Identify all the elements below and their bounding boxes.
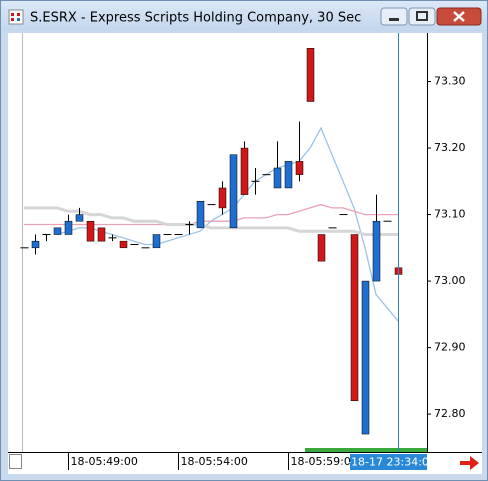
maximize-button[interactable]: [408, 7, 436, 26]
candle-body: [350, 234, 359, 402]
y-tick-label: 73.00: [434, 274, 466, 287]
crosshair-label: 1-18-17 23:34:00: [340, 456, 436, 469]
candle-body: [196, 201, 205, 229]
candle-body: [229, 154, 238, 229]
candle-body: [273, 167, 282, 189]
window-title: S.ESRX - Express Scripts Holding Company…: [30, 11, 361, 26]
candle-body: [97, 227, 106, 242]
candle-body: [86, 220, 95, 242]
candle-body: [284, 161, 293, 189]
overlay-line: [24, 203, 398, 226]
overlay-line: [56, 126, 399, 322]
y-tick-label: 73.10: [434, 208, 466, 221]
candle-body: [53, 227, 62, 235]
volume-strip: [305, 448, 427, 452]
y-tick-label: 72.80: [434, 407, 466, 420]
x-tick-label: 18-05:59:00: [291, 455, 358, 468]
scroll-arrow[interactable]: [460, 456, 479, 470]
candle-body: [295, 161, 304, 175]
y-tick-label: 73.30: [434, 75, 466, 88]
y-tick-label: 72.90: [434, 341, 466, 354]
y-tick-label: 73.20: [434, 141, 466, 154]
x-tick-label: 18-05:54:00: [181, 455, 248, 468]
candle-body: [372, 220, 381, 282]
candle-body: [75, 214, 84, 222]
candle-body: [361, 280, 370, 435]
candle-body: [240, 147, 249, 195]
candle-body: [152, 234, 161, 249]
minimize-button[interactable]: [380, 7, 408, 26]
candle-body: [317, 234, 326, 262]
close-button[interactable]: [436, 7, 482, 26]
chart-body: [8, 33, 482, 474]
overlay-line: [24, 206, 398, 236]
plot: 72.80 72.90 73.00 73.10 73.20 73.30 18-05:49:0…: [20, 33, 466, 470]
candle-body: [119, 240, 128, 249]
candle-body: [31, 240, 40, 249]
candle-body: [218, 187, 227, 209]
scroll-box[interactable]: [9, 454, 22, 469]
x-tick-label: 18-05:49:00: [71, 455, 138, 468]
candle-body: [306, 48, 315, 102]
app-icon: [8, 9, 24, 25]
candle-body: [64, 220, 73, 235]
crosshair-label-box: [350, 454, 427, 470]
